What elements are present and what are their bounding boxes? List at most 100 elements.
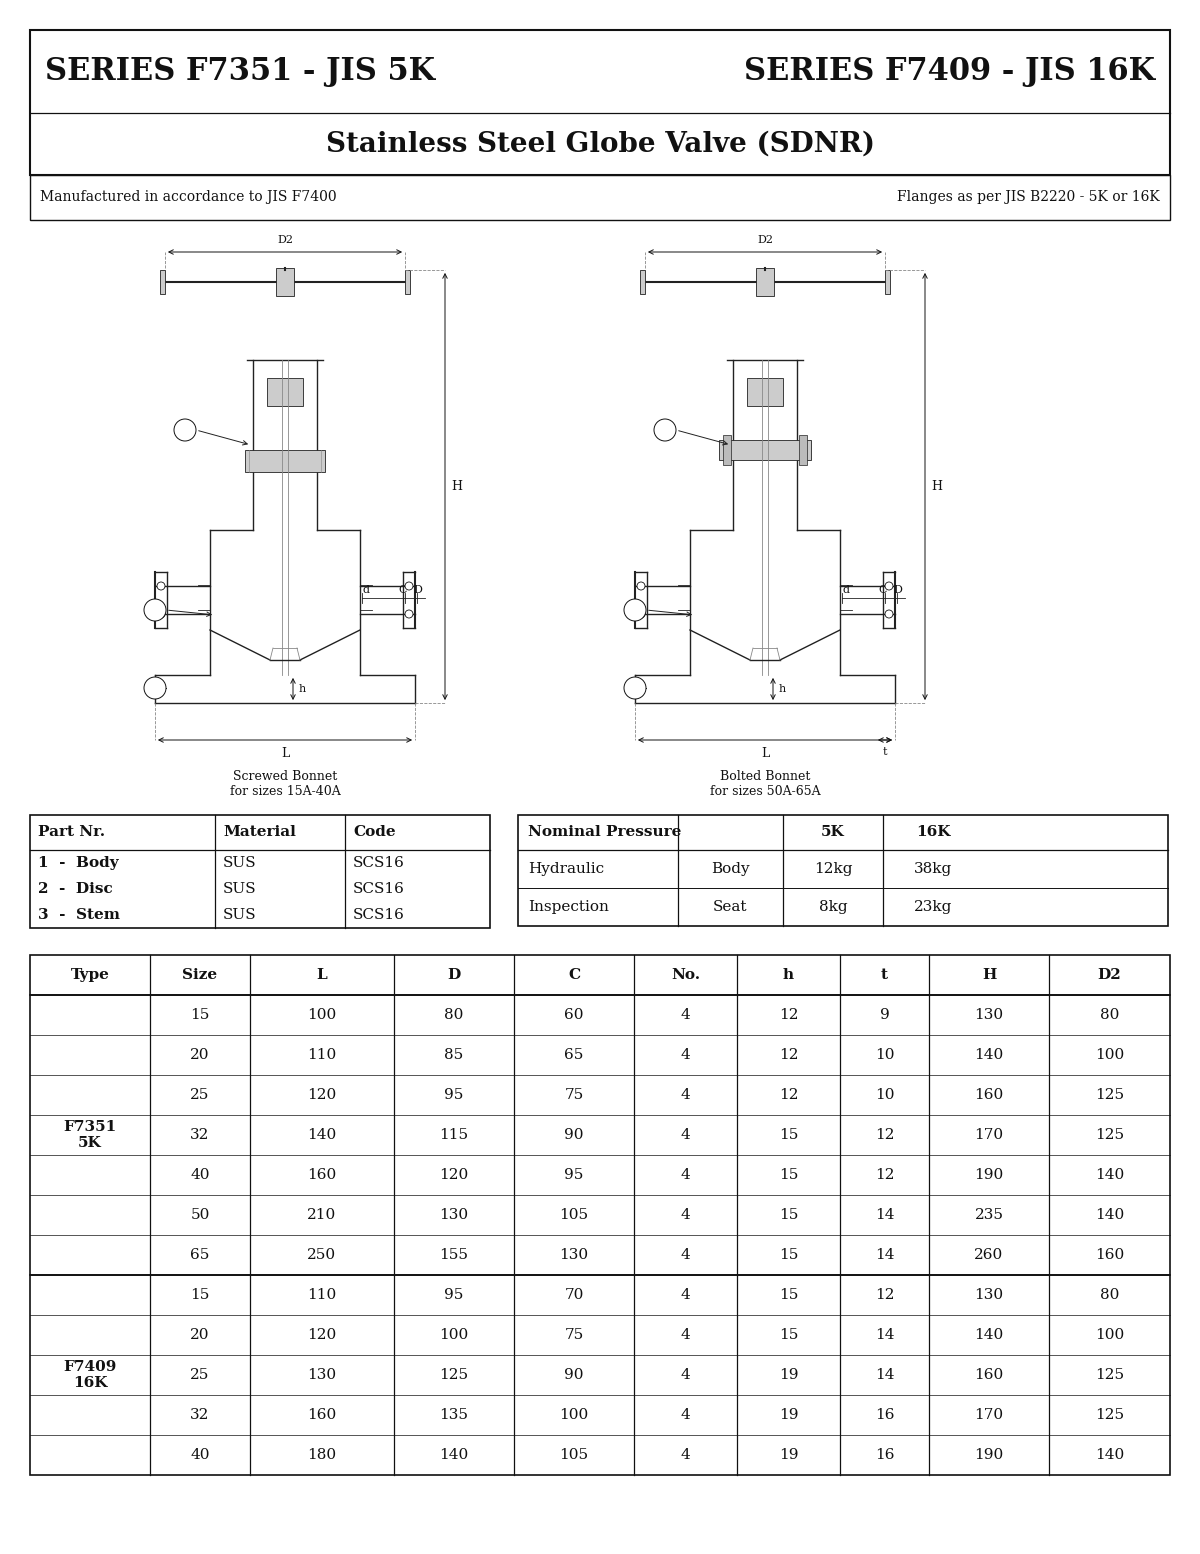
Text: D: D	[448, 968, 461, 982]
Bar	[160, 270, 166, 294]
Text: D2: D2	[757, 235, 773, 246]
Circle shape	[654, 420, 676, 441]
Text: 5K: 5K	[821, 825, 845, 839]
Text: 3  -  Stem: 3 - Stem	[38, 908, 120, 922]
Text: 95: 95	[564, 1169, 583, 1183]
Text: 95: 95	[444, 1288, 463, 1302]
Text: 130: 130	[974, 1288, 1003, 1302]
Circle shape	[144, 598, 166, 622]
Text: h: h	[299, 684, 306, 695]
Text: 140: 140	[307, 1128, 337, 1142]
Text: d: d	[842, 584, 850, 595]
Text: 50: 50	[191, 1207, 210, 1221]
Text: Body: Body	[712, 862, 750, 876]
Text: 4: 4	[680, 1329, 690, 1343]
Text: D2: D2	[277, 235, 293, 246]
Text: 70: 70	[564, 1288, 583, 1302]
Text: 170: 170	[974, 1128, 1003, 1142]
Text: 125: 125	[439, 1368, 468, 1382]
Text: 12kg: 12kg	[814, 862, 852, 876]
Text: 12: 12	[779, 1009, 798, 1023]
Text: Part Nr.: Part Nr.	[38, 825, 106, 839]
Text: 4: 4	[680, 1368, 690, 1382]
Text: h: h	[782, 968, 794, 982]
Text: Code: Code	[353, 825, 396, 839]
Text: 65: 65	[191, 1248, 210, 1262]
Circle shape	[144, 678, 166, 699]
Text: 125: 125	[1094, 1088, 1124, 1102]
Text: 90: 90	[564, 1368, 583, 1382]
Bar	[30, 956, 1170, 995]
Text: 15: 15	[779, 1248, 798, 1262]
Text: Screwed Bonnet
for sizes 15A-40A: Screwed Bonnet for sizes 15A-40A	[229, 769, 341, 799]
Text: 9: 9	[880, 1009, 889, 1023]
Text: 190: 190	[974, 1448, 1003, 1462]
Text: 10: 10	[875, 1047, 894, 1061]
Text: 15: 15	[779, 1288, 798, 1302]
Bar	[640, 270, 646, 294]
Text: 16K: 16K	[916, 825, 950, 839]
Text: 2: 2	[151, 605, 158, 615]
Circle shape	[637, 583, 646, 591]
Text: Manufactured in accordance to JIS F7400: Manufactured in accordance to JIS F7400	[40, 191, 337, 205]
Text: 4: 4	[680, 1448, 690, 1462]
Text: H: H	[931, 480, 942, 493]
Text: SUS: SUS	[223, 883, 257, 897]
Text: 180: 180	[307, 1448, 336, 1462]
Text: 16: 16	[875, 1448, 894, 1462]
Text: 40: 40	[191, 1169, 210, 1183]
Text: SERIES F7351 - JIS 5K: SERIES F7351 - JIS 5K	[46, 56, 436, 87]
Text: 105: 105	[559, 1207, 588, 1221]
Text: 140: 140	[1094, 1448, 1124, 1462]
Text: Seat: Seat	[713, 900, 748, 914]
Text: Stainless Steel Globe Valve (SDNR): Stainless Steel Globe Valve (SDNR)	[325, 131, 875, 157]
Text: C: C	[878, 584, 887, 595]
Text: 130: 130	[439, 1207, 468, 1221]
Text: SCS16: SCS16	[353, 883, 404, 897]
Text: 100: 100	[1094, 1047, 1124, 1061]
Text: 3: 3	[181, 424, 188, 435]
Text: 140: 140	[974, 1329, 1003, 1343]
Text: 100: 100	[559, 1408, 589, 1422]
Circle shape	[624, 678, 646, 699]
Text: 110: 110	[307, 1047, 337, 1061]
Bar	[886, 270, 890, 294]
Text: C: C	[568, 968, 580, 982]
Text: 160: 160	[974, 1088, 1003, 1102]
Text: SCS16: SCS16	[353, 908, 404, 922]
Text: d: d	[362, 584, 370, 595]
Text: 120: 120	[307, 1329, 337, 1343]
Bar	[756, 267, 774, 295]
Bar	[799, 435, 808, 465]
Text: Inspection: Inspection	[528, 900, 608, 914]
Text: 140: 140	[439, 1448, 469, 1462]
Text: 130: 130	[559, 1248, 588, 1262]
Text: 210: 210	[307, 1207, 337, 1221]
Text: 14: 14	[875, 1329, 894, 1343]
Text: Type: Type	[71, 968, 109, 982]
Text: 32: 32	[191, 1128, 210, 1142]
Text: 4: 4	[680, 1128, 690, 1142]
Text: 155: 155	[439, 1248, 468, 1262]
Text: 80: 80	[1100, 1288, 1120, 1302]
Text: 2: 2	[631, 605, 638, 615]
Text: 3: 3	[661, 424, 668, 435]
Text: 12: 12	[779, 1047, 798, 1061]
Text: 19: 19	[779, 1368, 798, 1382]
Text: 12: 12	[875, 1288, 894, 1302]
Text: 130: 130	[307, 1368, 336, 1382]
Text: 75: 75	[564, 1088, 583, 1102]
Text: 140: 140	[1094, 1207, 1124, 1221]
Text: No.: No.	[671, 968, 700, 982]
Circle shape	[886, 583, 893, 591]
Text: 23kg: 23kg	[914, 900, 952, 914]
Circle shape	[406, 583, 413, 591]
Text: 20: 20	[191, 1329, 210, 1343]
Text: SCS16: SCS16	[353, 856, 404, 870]
Text: 4: 4	[680, 1248, 690, 1262]
Text: 40: 40	[191, 1448, 210, 1462]
Text: F7409
16K: F7409 16K	[64, 1360, 116, 1391]
Text: 8kg: 8kg	[818, 900, 847, 914]
Bar	[722, 435, 731, 465]
Text: 170: 170	[974, 1408, 1003, 1422]
